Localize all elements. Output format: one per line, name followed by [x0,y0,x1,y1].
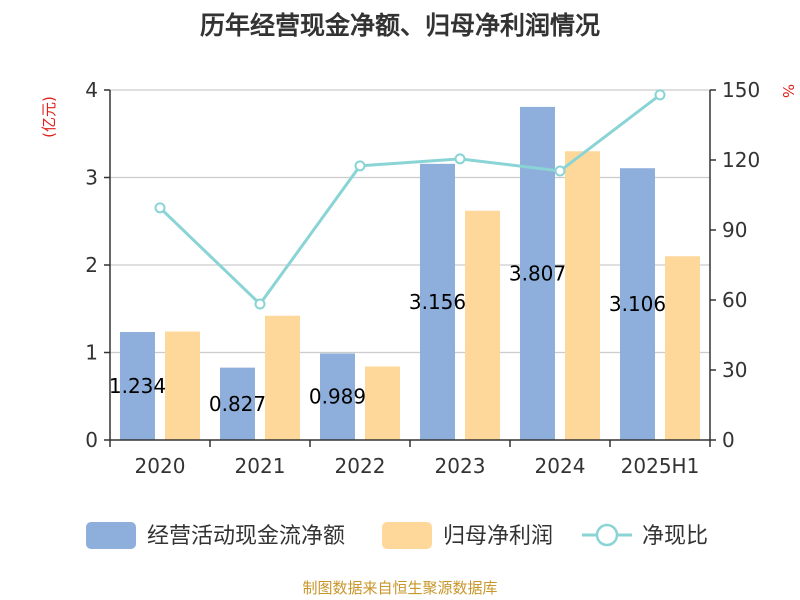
legend[interactable]: 经营活动现金流净额 归母净利润 净现比 [86,522,708,549]
left-tick-label: 1 [85,341,98,365]
ratio-point [554,165,566,177]
left-tick-label: 2 [85,253,98,277]
x-tick-label: 2024 [535,454,586,478]
grid-lines [110,89,710,354]
ratio-point [354,160,366,172]
bar-data-label: 3.156 [409,290,466,314]
right-tick-label: 60 [722,288,747,312]
bar-data-label: 0.827 [209,392,266,416]
bar-profit [365,366,400,440]
legend-swatch-profit[interactable] [382,522,432,549]
ratio-point [654,89,666,101]
bar-cashflow [420,163,455,440]
ratio-line-path [158,93,661,307]
left-axis-unit: (亿元) [40,96,58,138]
x-tick-label: 2025H1 [621,454,700,478]
bar-profit [265,315,300,440]
legend-label-ratio[interactable]: 净现比 [642,524,708,549]
bar-data-label: 0.989 [309,385,366,409]
left-tick-label: 3 [85,166,98,190]
right-tick-label: 120 [722,148,760,172]
ratio-point [254,298,266,310]
axes: 0 1 2 3 4 0 30 60 90 120 150 (亿元)% 2020 2021 2022 2023 2… [40,78,797,478]
legend-label-profit[interactable]: 归母净利润 [443,524,553,549]
bar-cashflow [520,106,555,440]
left-tick-label: 0 [85,428,98,452]
chart-title: 历年经营现金净额、归母净利润情况 [199,11,600,40]
right-axis-unit: % [779,84,797,98]
right-tick-label: 150 [722,78,760,102]
bar-data-label: 3.807 [509,261,566,285]
bar-profit [665,256,700,440]
bar-profit [565,151,600,440]
ratio-point [454,153,466,165]
x-tick-label: 2022 [335,454,386,478]
x-tick-label: 2020 [135,454,186,478]
right-tick-label: 0 [722,428,735,452]
legend-label-cashflow[interactable]: 经营活动现金流净额 [147,524,345,549]
legend-swatch-ratio-marker[interactable] [595,523,619,547]
ratio-point [154,202,166,214]
bar-cashflow [220,367,255,440]
right-tick-label: 30 [722,358,747,382]
bar-profit [165,331,200,440]
bar-profit [465,210,500,440]
bar-data-label: 1.234 [109,374,166,398]
left-tick-label: 4 [85,78,98,102]
legend-swatch-cashflow[interactable] [86,522,136,549]
source-note: 制图数据来自恒生聚源数据库 [302,579,498,597]
x-tick-label: 2023 [435,454,486,478]
bar-cashflow [320,353,355,440]
data-labels: 1.234 0.827 0.989 3.156 3.807 3.106 [109,261,666,415]
ratio-line [154,89,666,310]
bars [120,106,700,440]
bar-data-label: 3.106 [609,292,666,316]
bar-cashflow [620,168,655,440]
right-tick-label: 90 [722,218,747,242]
x-tick-label: 2021 [235,454,286,478]
bar-cashflow [120,332,155,440]
